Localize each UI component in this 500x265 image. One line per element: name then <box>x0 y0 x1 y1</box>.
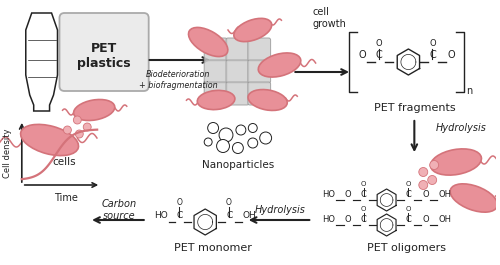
Circle shape <box>260 132 272 144</box>
FancyBboxPatch shape <box>248 60 270 83</box>
Text: O: O <box>345 215 352 224</box>
Text: Hydrolysis: Hydrolysis <box>255 205 306 215</box>
FancyBboxPatch shape <box>204 82 227 105</box>
Text: Nanoparticles: Nanoparticles <box>202 160 274 170</box>
Text: HO: HO <box>322 215 335 224</box>
Text: O: O <box>176 198 182 207</box>
Text: OH: OH <box>438 190 451 199</box>
FancyBboxPatch shape <box>248 82 270 105</box>
Text: PET
plastics: PET plastics <box>78 42 131 70</box>
Text: O: O <box>359 50 366 60</box>
Text: O: O <box>345 190 352 199</box>
Text: PET monomer: PET monomer <box>174 243 252 253</box>
Circle shape <box>419 167 428 176</box>
Circle shape <box>248 123 257 132</box>
FancyBboxPatch shape <box>248 38 270 61</box>
Text: O: O <box>376 39 382 48</box>
Circle shape <box>76 130 84 138</box>
Text: C: C <box>376 50 382 60</box>
Ellipse shape <box>258 53 301 77</box>
Text: Biodeterioration
+ biofragmentation: Biodeterioration + biofragmentation <box>139 70 218 90</box>
Circle shape <box>204 138 212 146</box>
Text: HO: HO <box>322 190 335 199</box>
Text: OH: OH <box>438 215 451 224</box>
Text: O: O <box>361 181 366 187</box>
Circle shape <box>248 138 258 148</box>
Text: Carbon
source: Carbon source <box>102 199 136 221</box>
Ellipse shape <box>234 18 272 42</box>
Text: O: O <box>226 198 232 207</box>
FancyBboxPatch shape <box>60 13 148 91</box>
Circle shape <box>430 161 438 170</box>
Text: n: n <box>466 86 472 96</box>
Ellipse shape <box>450 184 498 212</box>
Circle shape <box>84 123 91 131</box>
Ellipse shape <box>20 124 78 156</box>
Polygon shape <box>26 13 58 111</box>
Text: O: O <box>422 190 429 199</box>
Text: PET fragments: PET fragments <box>374 103 455 113</box>
Text: O: O <box>361 206 366 212</box>
Circle shape <box>428 175 436 184</box>
Circle shape <box>64 126 72 134</box>
Text: O: O <box>447 50 454 60</box>
Text: O: O <box>406 206 411 212</box>
Text: HO: HO <box>154 211 168 220</box>
FancyBboxPatch shape <box>226 82 249 105</box>
Text: Cell density: Cell density <box>4 128 13 178</box>
Ellipse shape <box>430 149 482 175</box>
Text: PET oligomers: PET oligomers <box>367 243 446 253</box>
Text: Time: Time <box>54 193 78 203</box>
Text: C: C <box>226 211 232 220</box>
Circle shape <box>208 122 218 134</box>
Ellipse shape <box>74 99 114 121</box>
Text: O: O <box>422 215 429 224</box>
Text: O: O <box>406 181 411 187</box>
Text: cells: cells <box>52 157 76 167</box>
Text: cell
growth: cell growth <box>312 7 346 29</box>
Text: OH: OH <box>243 211 256 220</box>
Text: C: C <box>361 190 366 199</box>
FancyBboxPatch shape <box>204 38 227 61</box>
FancyBboxPatch shape <box>204 60 227 83</box>
Circle shape <box>236 125 246 135</box>
Text: C: C <box>406 215 411 224</box>
Text: C: C <box>406 190 411 199</box>
Ellipse shape <box>198 90 235 110</box>
Circle shape <box>232 143 243 153</box>
Circle shape <box>419 180 428 189</box>
Circle shape <box>216 139 230 152</box>
Text: C: C <box>176 211 182 220</box>
Circle shape <box>74 116 82 124</box>
Circle shape <box>219 128 233 142</box>
FancyBboxPatch shape <box>226 60 249 83</box>
FancyBboxPatch shape <box>226 38 249 61</box>
Text: C: C <box>429 50 436 60</box>
Text: Hydrolysis: Hydrolysis <box>436 123 487 133</box>
Text: O: O <box>429 39 436 48</box>
Text: C: C <box>361 215 366 224</box>
Ellipse shape <box>248 90 287 111</box>
Ellipse shape <box>188 28 228 56</box>
